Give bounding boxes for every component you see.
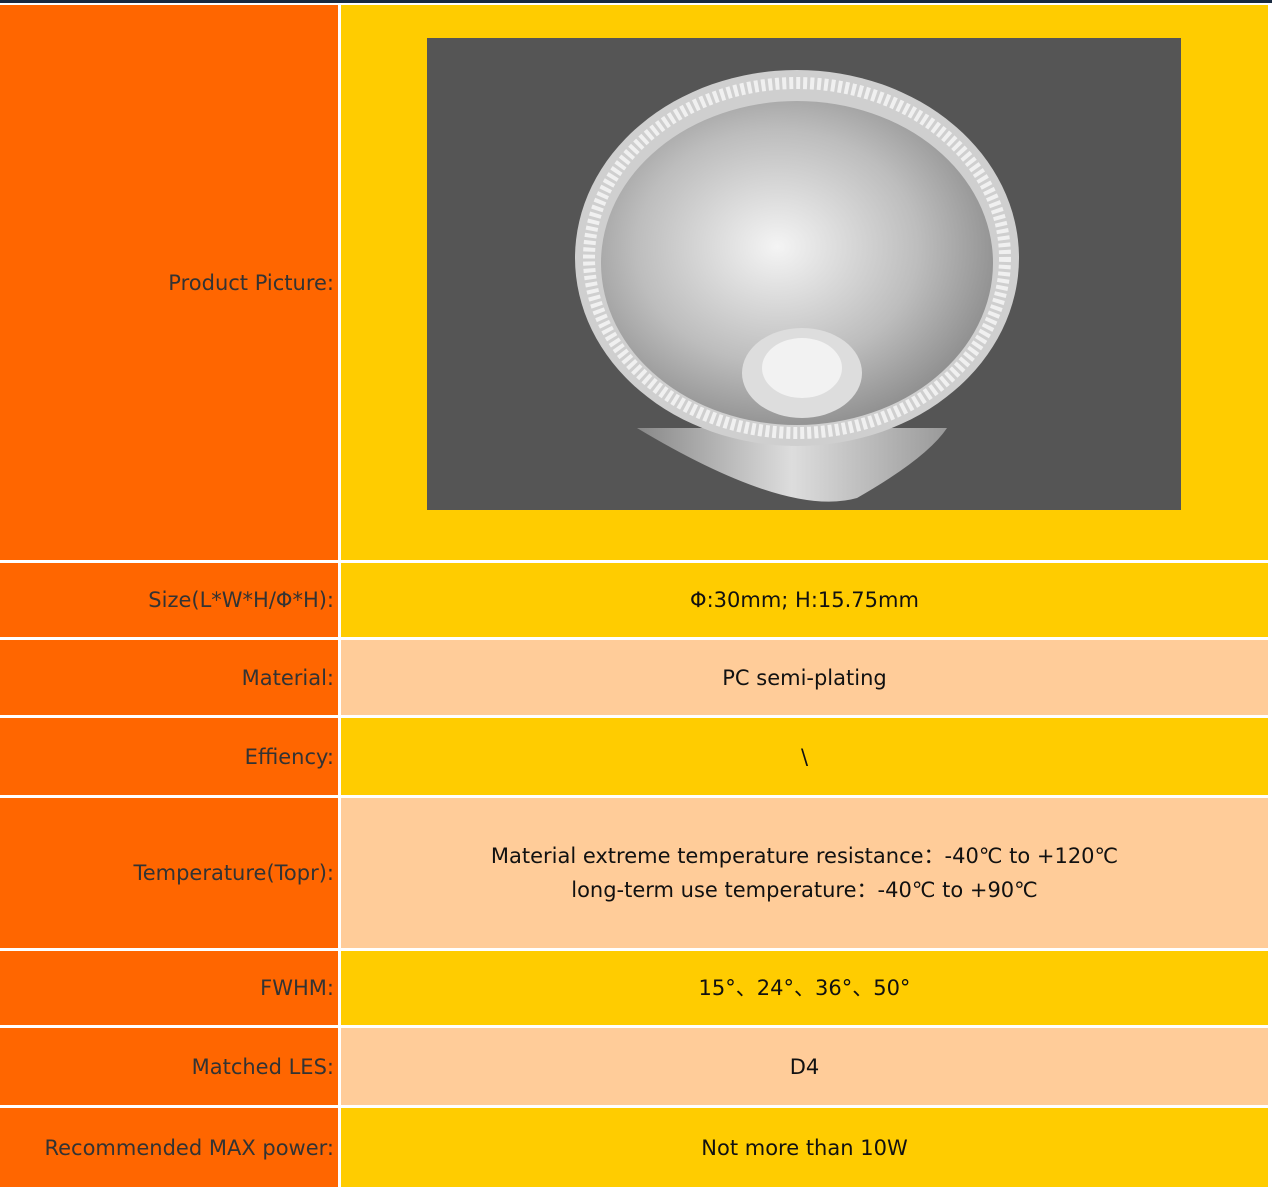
label-text: Material: [241, 665, 334, 690]
row-label: Recommended MAX power: [0, 1108, 338, 1187]
product-picture [426, 38, 1181, 510]
label-text: Temperature(Topr): [133, 861, 334, 885]
row-value: \ [341, 718, 1268, 795]
value-line: \ [800, 744, 809, 769]
row-label: Effiency: [0, 718, 338, 795]
value-line: D4 [789, 1054, 820, 1079]
row-label: Temperature(Topr): [0, 798, 338, 948]
spec-row: Product Picture: [0, 5, 1268, 560]
row-label: Material: [0, 640, 338, 715]
value-line: Φ:30mm; H:15.75mm [690, 588, 919, 612]
value-line: 15°、24°、36°、50° [698, 976, 911, 1000]
spec-row: FWHM: 15°、24°、36°、50° [0, 951, 1268, 1025]
label-text: Effiency: [244, 744, 334, 769]
spec-row: Matched LES: D4 [0, 1028, 1268, 1105]
row-value: PC semi-plating [341, 640, 1268, 715]
value-line: long-term use temperature：-40℃ to +90℃ [571, 878, 1038, 902]
label-text: Recommended MAX power: [44, 1135, 334, 1160]
spec-row: Material: PC semi-plating [0, 640, 1268, 715]
row-label: Size(L*W*H/Φ*H): [0, 563, 338, 637]
label-text: Product Picture: [168, 270, 334, 295]
row-value: D4 [341, 1028, 1268, 1105]
row-value: Φ:30mm; H:15.75mm [341, 563, 1268, 637]
row-value [341, 5, 1268, 560]
value-line: PC semi-plating [722, 665, 887, 690]
row-label: FWHM: [0, 951, 338, 1025]
spec-row: Temperature(Topr): Material extreme tempe… [0, 798, 1268, 948]
spec-row: Effiency: \ [0, 718, 1268, 795]
row-label: Product Picture: [0, 5, 338, 560]
value-line: Not more than 10W [701, 1135, 908, 1160]
spec-row: Size(L*W*H/Φ*H): Φ:30mm; H:15.75mm [0, 563, 1268, 637]
row-label: Matched LES: [0, 1028, 338, 1105]
row-value: 15°、24°、36°、50° [341, 951, 1268, 1025]
row-value: Not more than 10W [341, 1108, 1268, 1187]
spec-row: Recommended MAX power: Not more than 10W [0, 1108, 1268, 1187]
label-text: Size(L*W*H/Φ*H): [148, 588, 334, 612]
row-value: Material extreme temperature resistance：… [341, 798, 1268, 948]
label-text: Matched LES: [191, 1054, 334, 1079]
value-line: Material extreme temperature resistance：… [490, 844, 1119, 868]
label-text: FWHM: [260, 976, 334, 1000]
